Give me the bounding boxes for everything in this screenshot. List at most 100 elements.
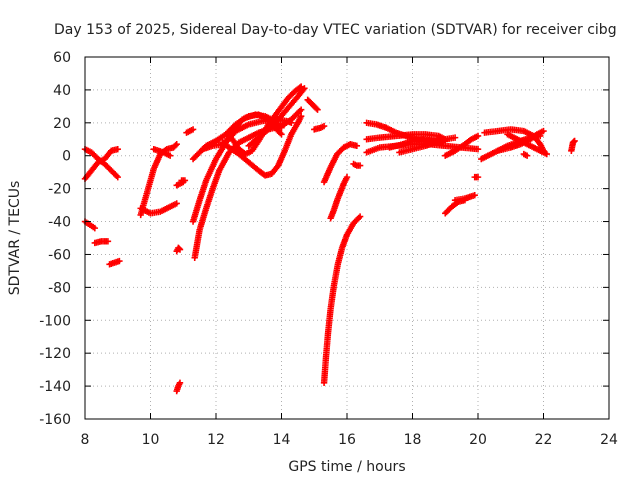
x-tick-label: 8 <box>81 432 90 448</box>
series-arc-04 <box>91 238 112 247</box>
data-point <box>166 152 174 159</box>
series-arc-01 <box>81 145 121 181</box>
axis-ticks <box>84 56 610 420</box>
data-point <box>172 142 179 149</box>
series-arc-32 <box>442 132 482 159</box>
data-point <box>297 113 305 120</box>
series-arc-39 <box>504 131 550 158</box>
series-arc-12 <box>178 177 189 184</box>
series-arc-24 <box>320 213 364 386</box>
series-arc-05 <box>106 257 123 268</box>
series-arc-09 <box>173 244 184 255</box>
series-arc-08 <box>150 145 174 159</box>
x-tick-label: 18 <box>404 432 422 448</box>
data-point <box>114 173 121 181</box>
data-point <box>442 137 449 145</box>
y-tick-label: -80 <box>48 280 71 296</box>
series-arc-02 <box>81 145 121 182</box>
series-arc-23 <box>320 141 361 186</box>
y-tick-label: 40 <box>53 83 71 99</box>
y-tick-label: -100 <box>39 313 71 329</box>
series-arc-30 <box>386 136 446 151</box>
data-point <box>313 105 320 112</box>
x-tick-label: 20 <box>469 432 487 448</box>
chart-title: Day 153 of 2025, Sidereal Day-to-day VTE… <box>54 22 617 38</box>
y-tick-label: -60 <box>48 247 71 263</box>
x-tick-label: 24 <box>600 432 618 448</box>
series-arc-07 <box>137 200 180 217</box>
data-point <box>314 106 321 113</box>
data-point <box>356 162 364 169</box>
data-point <box>278 124 285 131</box>
series-arc-22 <box>311 122 328 133</box>
data-point <box>301 85 308 92</box>
x-tick-label: 14 <box>273 432 291 448</box>
series-arc-20 <box>245 85 308 150</box>
series-arc-03 <box>81 218 99 232</box>
series-arc-18 <box>219 113 305 179</box>
data-point <box>113 172 120 180</box>
data-point <box>540 127 547 135</box>
data-point <box>343 173 351 181</box>
data-point <box>176 246 184 253</box>
data-point <box>114 145 121 153</box>
series-arc-41 <box>568 137 578 154</box>
y-tick-label: 20 <box>53 116 71 132</box>
data-point <box>355 214 362 222</box>
y-tick-label: 0 <box>62 149 71 165</box>
series-arc-10 <box>173 379 184 395</box>
data-point <box>181 177 189 184</box>
data-point <box>570 138 577 145</box>
x-tick-labels: 8 10 12 14 16 18 20 22 24 <box>81 432 618 448</box>
data-point <box>176 379 184 386</box>
data-point <box>189 126 197 133</box>
data-point <box>356 213 364 220</box>
data-point <box>278 131 285 138</box>
data-point <box>173 141 180 148</box>
y-tick-label: -160 <box>39 412 71 428</box>
series-arc-31 <box>396 137 449 156</box>
series-arc-26 <box>350 160 364 169</box>
data-point <box>276 129 284 137</box>
series-arc-21 <box>304 96 321 113</box>
data-point <box>571 137 578 145</box>
series-arc-37 <box>481 126 547 154</box>
x-tick-label: 10 <box>142 432 160 448</box>
y-axis-label: SDTVAR / TECUs <box>7 181 23 296</box>
series-arc-40 <box>520 150 531 159</box>
x-tick-label: 12 <box>207 432 225 448</box>
data-point <box>173 200 180 207</box>
y-tick-label: -40 <box>48 215 71 231</box>
series-arc-34 <box>451 192 478 204</box>
y-tick-label: -20 <box>48 182 71 198</box>
grid <box>85 57 609 419</box>
data-point <box>353 142 361 150</box>
series-arc-25 <box>327 173 351 222</box>
series-arc-13 <box>183 126 197 136</box>
y-tick-label: -120 <box>39 346 71 362</box>
y-tick-labels: 60 40 20 0 -20 -40 -60 -80 -100 -120 -140 -160 <box>39 50 71 428</box>
data-point <box>91 224 99 232</box>
x-tick-label: 16 <box>338 432 356 448</box>
x-tick-label: 22 <box>535 432 553 448</box>
data-point <box>451 134 459 141</box>
data-point <box>471 192 478 199</box>
data-point <box>276 123 284 130</box>
data-points <box>81 83 578 395</box>
data-point <box>175 245 183 252</box>
data-point <box>523 152 531 159</box>
data-point <box>104 238 112 245</box>
y-tick-label: 60 <box>53 50 71 66</box>
data-point <box>116 257 123 265</box>
data-point <box>474 145 482 153</box>
data-point <box>474 132 482 140</box>
data-point <box>320 122 328 130</box>
series-arc-15 <box>191 106 305 261</box>
series-arc-29 <box>363 131 449 143</box>
x-axis-label: GPS time / hours <box>288 459 405 475</box>
data-point <box>543 150 550 158</box>
y-tick-label: -140 <box>39 379 71 395</box>
series-arc-35 <box>471 173 482 181</box>
data-point <box>297 106 305 113</box>
